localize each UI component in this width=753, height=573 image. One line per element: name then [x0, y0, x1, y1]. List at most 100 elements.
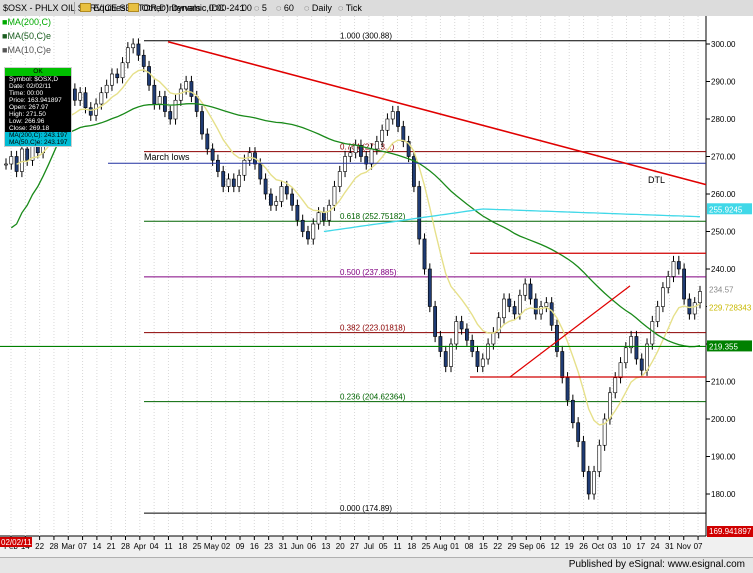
candle-body: [480, 358, 485, 367]
candle-body: [496, 317, 501, 334]
candle-body: [597, 444, 602, 472]
candle-body: [486, 343, 490, 360]
candle-body: [88, 107, 93, 116]
candle-body: [332, 186, 337, 206]
info-ma1: MA(200,C): 243.197: [5, 132, 71, 139]
candle-body: [321, 212, 326, 221]
candle-body: [348, 152, 353, 157]
candle-body: [327, 204, 332, 221]
fib-label: 0.236 (204.62364): [340, 393, 406, 402]
tick-button[interactable]: ◌ Tick: [338, 3, 362, 13]
time-axis: [0, 536, 753, 557]
candle-body: [184, 81, 189, 90]
date-tick-label: 04: [150, 542, 159, 551]
candle-body: [634, 336, 639, 360]
candle-body: [650, 321, 655, 345]
price-tick-label: 250.00: [711, 228, 736, 237]
other-intervals-button[interactable]: Other Intervals: [126, 2, 203, 14]
price-tick-label: 260.00: [711, 190, 736, 199]
interval-5-button[interactable]: ◌ 5: [254, 3, 267, 13]
circle-icon: ◌: [304, 3, 312, 13]
candle-body: [454, 321, 459, 345]
date-tick-label: 19: [565, 542, 574, 551]
fib-label: 0.382 (223.01818): [340, 324, 406, 333]
info-title: OK: [5, 68, 71, 76]
candle-body: [216, 159, 220, 172]
candle-body: [692, 302, 697, 315]
candle-body: [364, 156, 369, 165]
candle-body: [412, 156, 416, 187]
candle-body: [661, 287, 665, 307]
candle-body: [152, 84, 157, 105]
candle-body: [147, 66, 151, 86]
candle-body: [337, 171, 342, 187]
info-symbol: Symbol: $OSX,D: [9, 76, 59, 83]
interval-1-button[interactable]: ◌ 1: [232, 3, 245, 13]
candle-body: [380, 129, 385, 142]
candle-body: [465, 328, 469, 341]
candle-body: [279, 186, 284, 202]
march-lows-annotation: March lows: [144, 152, 190, 162]
candle-body: [544, 302, 549, 307]
interval-60-button[interactable]: ◌ 60: [276, 3, 294, 13]
candle-body: [120, 62, 125, 79]
price-tick-label: 240.00: [711, 265, 736, 274]
candle-body: [570, 399, 575, 424]
candle-body: [25, 148, 30, 161]
date-tick-label: 31: [665, 542, 674, 551]
date-tick-label: 23: [264, 542, 273, 551]
date-tick-label: 07: [78, 542, 87, 551]
ma10-line: [16, 69, 701, 426]
candle-body: [226, 178, 231, 187]
legend-swatch-icon: ■: [2, 31, 8, 41]
candle-body: [629, 336, 634, 349]
date-tick-label: Oct: [592, 542, 605, 551]
circle-icon: ◌: [338, 3, 346, 13]
candle-body: [502, 298, 506, 319]
candle-body: [316, 212, 321, 225]
candle-body: [560, 351, 565, 379]
symbol-title: $OSX - PHLX OIL SERVICE SECTOR,D) Dynami…: [3, 3, 252, 13]
folder-icon: [80, 3, 91, 12]
idc-button[interactable]: ◌ IDC: [201, 3, 225, 13]
candle-body: [523, 283, 528, 296]
fib-label: 0.500 (237.885): [340, 268, 397, 277]
date-tick-label: Jul: [364, 542, 374, 551]
candle-body: [645, 343, 649, 371]
date-tick-label: 13: [321, 542, 330, 551]
candle-body: [205, 133, 210, 150]
candle-body: [539, 306, 543, 315]
circle-icon: ◌: [201, 3, 209, 13]
date-tick-label: 09: [236, 542, 245, 551]
date-label-left: 02/02/11: [1, 538, 32, 547]
date-tick-label: 22: [493, 542, 502, 551]
candle-body: [592, 471, 596, 495]
fib-label: 0.618 (252.75182): [340, 212, 406, 221]
candle-body: [565, 377, 570, 401]
price-chart[interactable]: 1.000 (300.88) 0.764 (271.3...) 0.618 (252…: [0, 16, 753, 557]
equities-button[interactable]: Equities: [78, 2, 128, 14]
date-tick-label: 03: [608, 542, 617, 551]
candle-body: [168, 111, 173, 120]
candle-body: [295, 204, 300, 221]
date-tick-label: Mar: [61, 542, 75, 551]
candle-body: [396, 111, 400, 127]
daily-button[interactable]: ◌ Daily: [304, 3, 332, 13]
date-tick-label: 08: [465, 542, 474, 551]
candle-body: [581, 441, 586, 472]
candle-body: [284, 186, 289, 195]
candle-body: [200, 111, 204, 135]
price-labels: 255.9245 234.57 229.728343 219.355 169.94189…: [0, 203, 753, 547]
candle-body: [189, 81, 194, 97]
candle-body: [4, 163, 8, 166]
price-label-green-bg: [707, 340, 752, 352]
date-tick-label: 18: [178, 542, 187, 551]
candle-body: [242, 159, 247, 176]
candle-body: [258, 163, 263, 180]
info-date: Date: 02/02/11: [9, 83, 52, 90]
candle-body: [83, 92, 88, 109]
circle-icon: ◌: [254, 3, 262, 13]
candle-body: [676, 261, 681, 270]
date-tick-label: 29: [508, 542, 517, 551]
legend-ma200: ■MA(200,C): [2, 17, 51, 27]
